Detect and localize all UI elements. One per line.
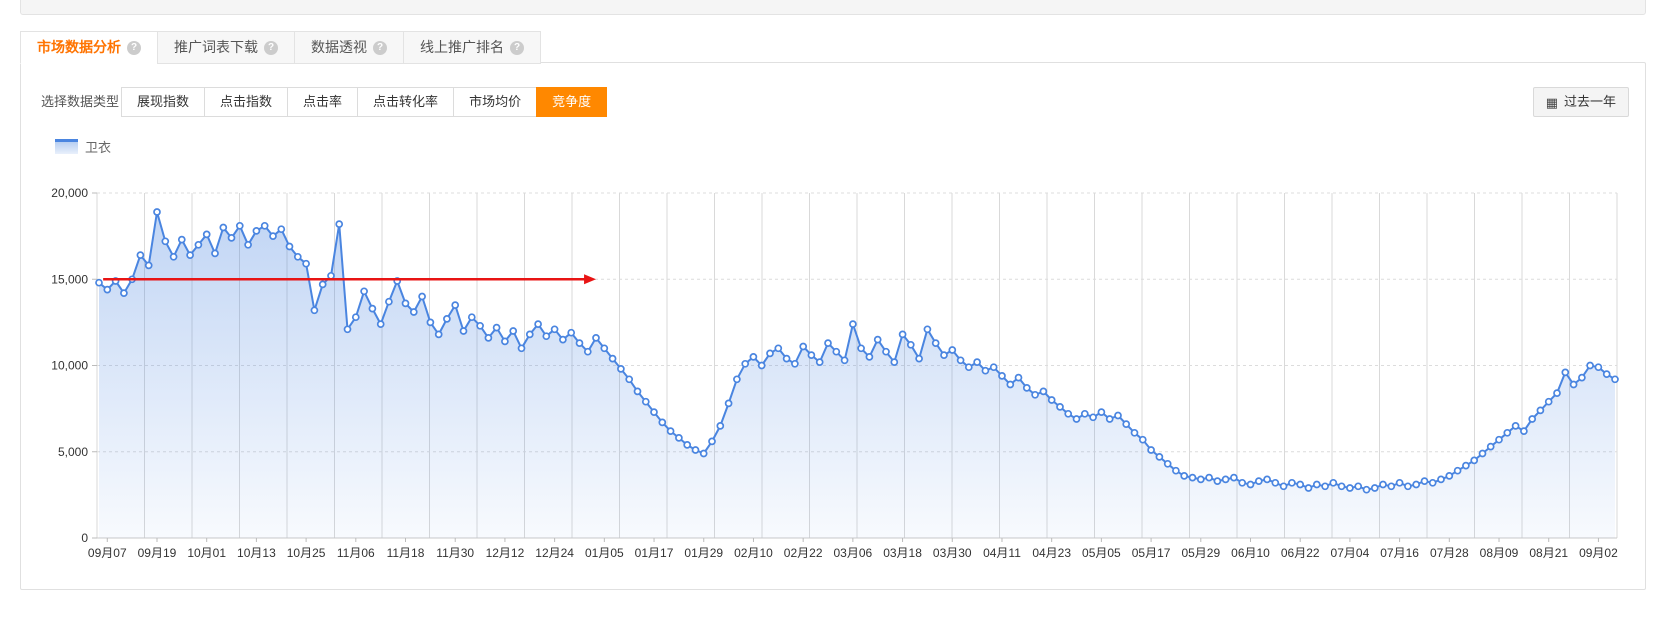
svg-text:03月18: 03月18 <box>883 546 922 560</box>
svg-text:08月09: 08月09 <box>1480 546 1519 560</box>
tab-3[interactable]: 线上推广排名? <box>403 31 541 64</box>
svg-text:09月07: 09月07 <box>88 546 127 560</box>
svg-text:12月24: 12月24 <box>535 546 574 560</box>
svg-text:07月16: 07月16 <box>1380 546 1419 560</box>
tab-label: 数据透视 <box>311 39 367 55</box>
svg-text:05月29: 05月29 <box>1181 546 1220 560</box>
svg-text:11月30: 11月30 <box>436 546 474 560</box>
svg-text:04月11: 04月11 <box>983 546 1021 560</box>
svg-text:10,000: 10,000 <box>51 359 88 373</box>
svg-text:03月06: 03月06 <box>834 546 873 560</box>
line-chart[interactable]: 0 5,000 10,000 15,000 20,000 09月07 09月19 10月01 1… <box>21 63 1645 587</box>
svg-text:06月22: 06月22 <box>1281 546 1320 560</box>
svg-text:07月04: 07月04 <box>1331 546 1370 560</box>
svg-text:12月12: 12月12 <box>486 546 525 560</box>
help-icon[interactable]: ? <box>510 40 524 55</box>
svg-text:05月17: 05月17 <box>1132 546 1171 560</box>
svg-text:07月28: 07月28 <box>1430 546 1469 560</box>
svg-text:08月21: 08月21 <box>1529 546 1568 560</box>
tab-label: 线上推广排名 <box>420 39 504 55</box>
data-type-button-group: 展现指数 点击指数 点击率 点击转化率 市场均价 竞争度 <box>121 87 608 117</box>
svg-text:01月05: 01月05 <box>585 546 624 560</box>
svg-text:05月05: 05月05 <box>1082 546 1121 560</box>
svg-text:5,000: 5,000 <box>58 445 88 459</box>
svg-text:03月30: 03月30 <box>933 546 972 560</box>
svg-text:04月23: 04月23 <box>1032 546 1071 560</box>
svg-text:02月22: 02月22 <box>784 546 823 560</box>
help-icon[interactable]: ? <box>264 40 278 55</box>
data-type-button-3[interactable]: 点击转化率 <box>357 87 455 117</box>
svg-text:10月13: 10月13 <box>237 546 276 560</box>
tab-2[interactable]: 数据透视? <box>294 31 404 64</box>
svg-text:09月19: 09月19 <box>138 546 177 560</box>
data-type-button-4[interactable]: 市场均价 <box>453 87 538 117</box>
svg-text:11月18: 11月18 <box>387 546 425 560</box>
tab-bar: 市场数据分析? 推广词表下载? 数据透视? 线上推广排名? <box>20 31 541 64</box>
svg-text:10月01: 10月01 <box>187 546 226 560</box>
tab-label: 市场数据分析 <box>37 39 121 55</box>
date-range-label: 过去一年 <box>1563 94 1616 109</box>
data-type-button-2[interactable]: 点击率 <box>287 87 359 117</box>
legend-label: 卫衣 <box>85 140 112 155</box>
tab-label: 推广词表下载 <box>174 39 258 55</box>
market-analysis-panel: 选择数据类型： 展现指数 点击指数 点击率 点击转化率 市场均价 竞争度 ▦ 过去一年 卫… <box>20 62 1646 590</box>
svg-text:10月25: 10月25 <box>287 546 326 560</box>
svg-text:09月02: 09月02 <box>1579 546 1618 560</box>
chart-toolbar: 选择数据类型： 展现指数 点击指数 点击率 点击转化率 市场均价 竞争度 ▦ 过去一年 <box>21 87 1645 117</box>
collapsed-panel-bottom <box>20 0 1646 15</box>
svg-text:0: 0 <box>81 531 88 545</box>
tab-1[interactable]: 推广词表下载? <box>157 31 295 64</box>
svg-text:01月29: 01月29 <box>684 546 723 560</box>
svg-text:02月10: 02月10 <box>734 546 773 560</box>
svg-text:01月17: 01月17 <box>635 546 674 560</box>
legend-item[interactable]: 卫衣 <box>55 137 111 156</box>
legend-swatch <box>55 139 78 154</box>
help-icon[interactable]: ? <box>373 40 387 55</box>
svg-text:11月06: 11月06 <box>337 546 375 560</box>
svg-text:20,000: 20,000 <box>51 186 88 200</box>
svg-text:15,000: 15,000 <box>51 272 88 286</box>
data-type-label: 选择数据类型： <box>41 94 133 109</box>
calendar-icon: ▦ <box>1545 94 1558 110</box>
data-type-button-5[interactable]: 竞争度 <box>536 87 608 117</box>
tab-0[interactable]: 市场数据分析? <box>20 31 158 64</box>
date-range-button[interactable]: ▦ 过去一年 <box>1532 87 1629 117</box>
svg-text:06月10: 06月10 <box>1231 546 1270 560</box>
help-icon[interactable]: ? <box>127 40 141 55</box>
